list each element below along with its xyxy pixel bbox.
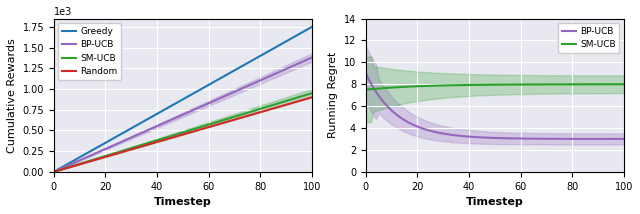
SM-UCB [380, 87, 388, 89]
Text: 1e3: 1e3 [54, 7, 72, 17]
Legend: Greedy, BP-UCB, SM-UCB, Random: Greedy, BP-UCB, SM-UCB, Random [58, 23, 121, 80]
BP-UCB [205, 102, 212, 104]
Random [68, 165, 76, 168]
X-axis label: Timestep: Timestep [466, 197, 524, 207]
Greedy [308, 26, 316, 28]
SM-UCB [516, 83, 524, 86]
Line: SM-UCB: SM-UCB [54, 93, 312, 172]
Random [230, 118, 238, 121]
SM-UCB [481, 83, 488, 86]
Line: Greedy: Greedy [54, 27, 312, 172]
BP-UCB [68, 162, 76, 165]
Line: BP-UCB: BP-UCB [365, 73, 624, 139]
Line: Random: Random [54, 97, 312, 172]
Greedy [115, 134, 122, 137]
Y-axis label: Running Regret: Running Regret [328, 52, 338, 138]
SM-UCB [556, 83, 563, 86]
BP-UCB [481, 136, 488, 139]
BP-UCB [50, 171, 58, 173]
Greedy [230, 69, 238, 72]
BP-UCB [380, 101, 388, 104]
Random [205, 126, 212, 128]
BP-UCB [620, 138, 628, 140]
BP-UCB [516, 137, 524, 140]
SM-UCB [244, 111, 252, 114]
Y-axis label: Cumulative Rewards: Cumulative Rewards [7, 38, 17, 153]
Greedy [50, 171, 58, 173]
Greedy [205, 83, 212, 86]
Greedy [244, 62, 252, 64]
SM-UCB [115, 151, 122, 153]
Greedy [68, 160, 76, 163]
Line: SM-UCB: SM-UCB [365, 84, 624, 90]
BP-UCB [426, 129, 434, 132]
SM-UCB [620, 83, 628, 86]
Legend: BP-UCB, SM-UCB: BP-UCB, SM-UCB [559, 23, 620, 53]
Random [308, 96, 316, 98]
BP-UCB [308, 56, 316, 59]
SM-UCB [205, 123, 212, 126]
SM-UCB [169, 134, 177, 137]
SM-UCB [308, 92, 316, 94]
BP-UCB [115, 142, 122, 144]
SM-UCB [426, 85, 434, 87]
X-axis label: Timestep: Timestep [154, 197, 212, 207]
Random [244, 115, 252, 117]
SM-UCB [362, 88, 369, 91]
BP-UCB [362, 72, 369, 75]
BP-UCB [230, 91, 238, 93]
Random [115, 152, 122, 155]
BP-UCB [169, 118, 177, 120]
Greedy [169, 104, 177, 106]
Line: BP-UCB: BP-UCB [54, 58, 312, 172]
BP-UCB [556, 138, 563, 140]
SM-UCB [68, 165, 76, 168]
SM-UCB [543, 83, 550, 86]
BP-UCB [543, 137, 550, 140]
SM-UCB [50, 171, 58, 173]
Random [169, 136, 177, 139]
BP-UCB [244, 85, 252, 87]
Random [50, 171, 58, 173]
SM-UCB [230, 115, 238, 118]
